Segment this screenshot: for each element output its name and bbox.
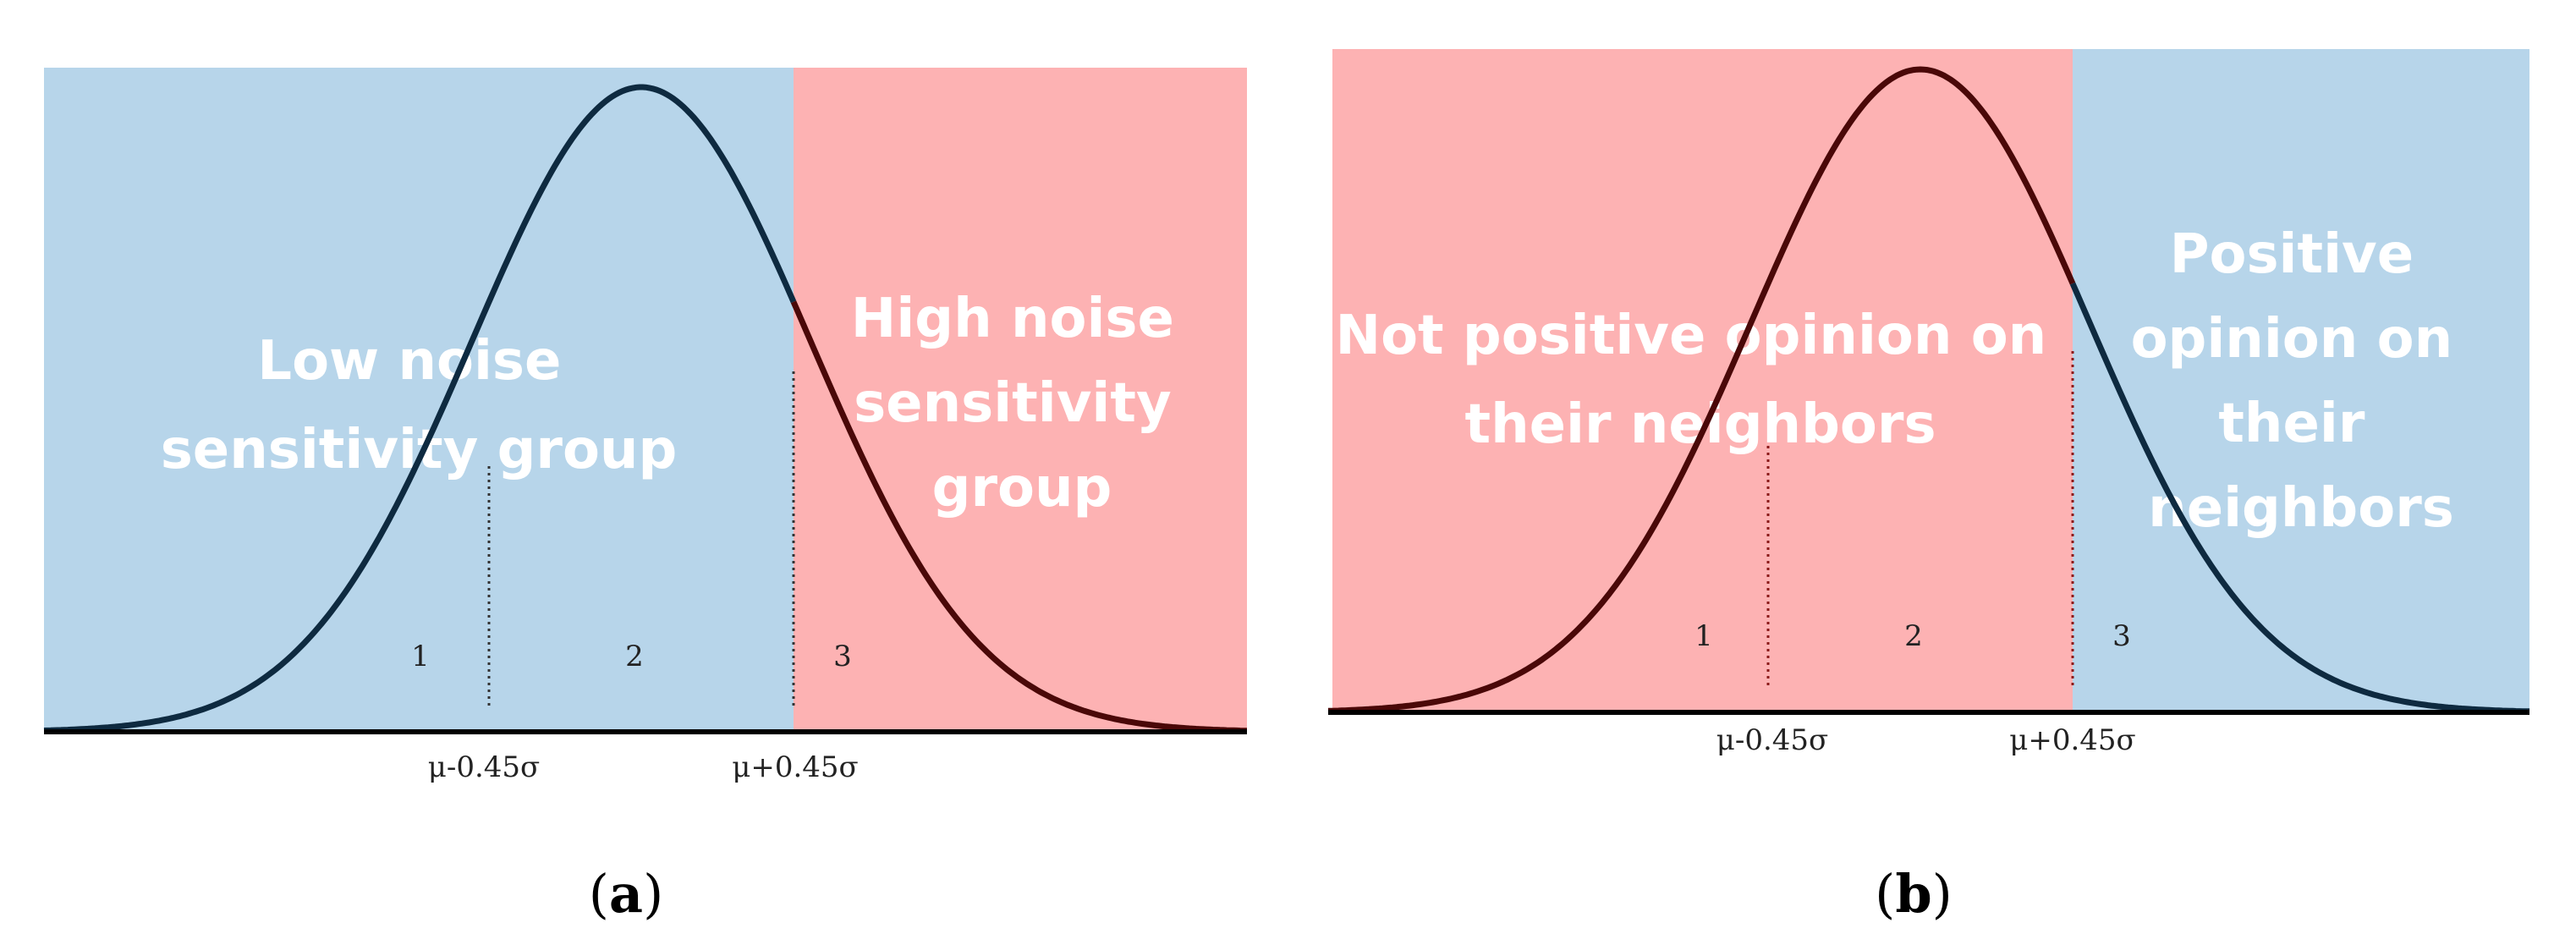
panel-a-label-high-line2: sensitivity	[854, 372, 1172, 435]
panel-a-segment-3: 3	[833, 640, 852, 673]
panel-b-caption-letter: b	[1895, 863, 1931, 925]
panel-a-label-low-line1: Low noise	[257, 330, 561, 393]
panel-b-caption: (b)	[1875, 863, 1953, 925]
panel-a-curve-left	[43, 84, 797, 733]
panel-a-segment-1: 1	[411, 640, 430, 673]
panel-b-label-not-positive-line1: Not positive opinion on	[1336, 305, 2047, 367]
panel-b-tick-minus: μ-0.45σ	[1716, 723, 1829, 757]
panel-a-tick-minus: μ-0.45σ	[428, 750, 541, 784]
panel-b-curve-right	[2069, 282, 2530, 715]
panel-b-label-not-positive-line2: their neighbors	[1464, 393, 1936, 456]
panel-a-label-low-line2: sensitivity group	[161, 419, 678, 481]
panel-a-region-high	[794, 68, 1247, 731]
panel-b-region-not-positive	[1332, 49, 2073, 712]
panel-a-label-low: Low noise sensitivity group	[161, 330, 678, 481]
panel-b-segment-3: 3	[2112, 619, 2131, 653]
panel-b-segment-2: 2	[1904, 619, 1923, 653]
panel-b-label-positive-line4: neighbors	[2148, 477, 2454, 540]
panel-b-curve-left	[1327, 66, 2076, 714]
panel-a-label-high: High noise sensitivity group	[851, 288, 1193, 519]
panel-a-label-high-line1: High noise	[851, 288, 1174, 350]
panel-b-label-positive-line2: opinion on	[2131, 308, 2453, 371]
panel-b: Not positive opinion on their neighbors …	[1327, 49, 2530, 925]
panel-a-label-high-line3: group	[932, 457, 1112, 519]
panel-a-region-low	[44, 68, 794, 731]
panel-a-curve-right	[790, 300, 1247, 734]
panel-b-label-not-positive: Not positive opinion on their neighbors	[1336, 305, 2066, 456]
panel-b-tick-plus: μ+0.45σ	[2009, 723, 2136, 757]
panel-a-caption: (a)	[589, 863, 664, 925]
panel-b-segment-1: 1	[1694, 619, 1713, 653]
panel-b-label-positive: Positive opinion on their neighbors	[2131, 223, 2472, 540]
panel-a-segment-2: 2	[625, 640, 644, 673]
panel-b-label-positive-line1: Positive	[2170, 223, 2414, 286]
panel-a-tick-plus: μ+0.45σ	[732, 750, 859, 784]
panel-b-label-positive-line3: their	[2218, 393, 2365, 455]
panel-a-caption-letter: a	[609, 863, 643, 925]
panel-b-region-positive	[2073, 49, 2529, 712]
panel-a: Low noise sensitivity group High noise s…	[43, 68, 1247, 925]
